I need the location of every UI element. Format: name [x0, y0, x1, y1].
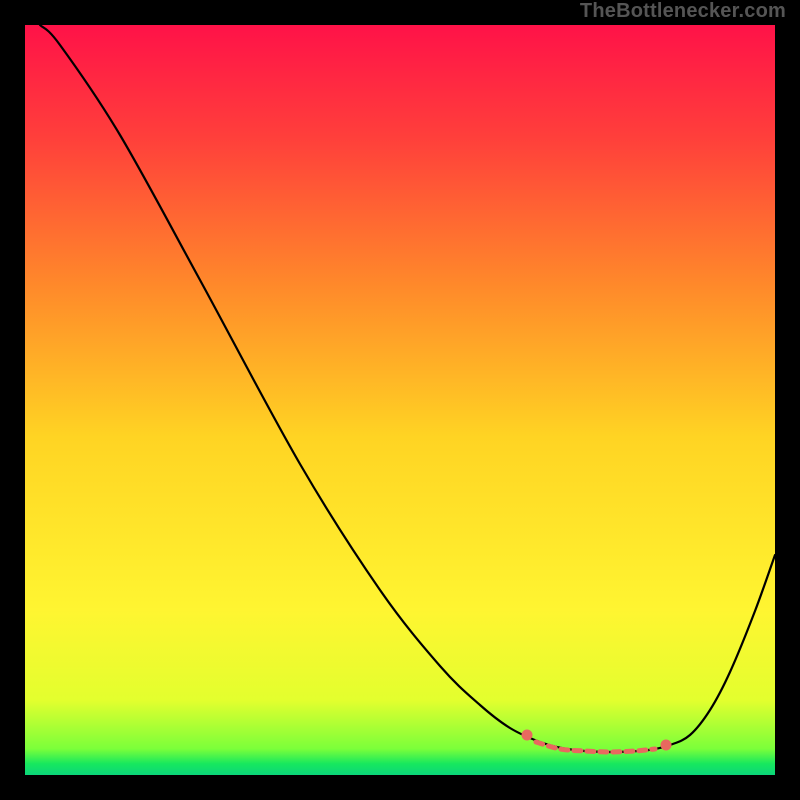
- plot-background: [25, 25, 775, 775]
- chart-stage: TheBottlenecker.com: [0, 0, 800, 800]
- watermark-text: TheBottlenecker.com: [580, 0, 786, 23]
- optimal-start-marker: [522, 730, 533, 741]
- optimal-end-marker: [661, 740, 672, 751]
- chart-svg: [0, 0, 800, 800]
